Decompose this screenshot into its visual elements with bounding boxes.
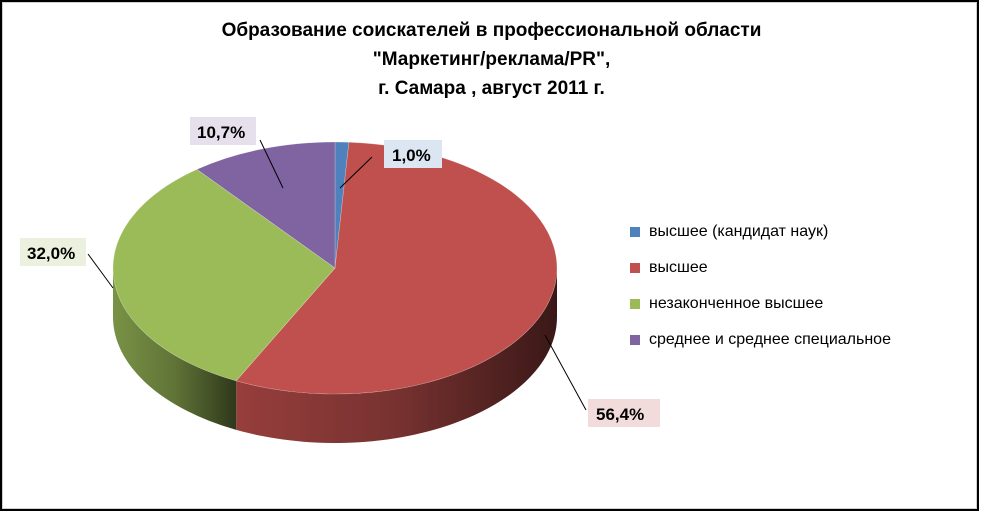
data-label-secondary: 10,7% bbox=[197, 123, 245, 142]
legend-swatch-incomplete-higher bbox=[630, 299, 640, 309]
pie-side-incomplete-higher bbox=[112, 268, 237, 430]
data-label-box-incomplete-higher bbox=[20, 238, 86, 266]
legend-item-higher: высшее bbox=[630, 250, 891, 286]
legend-label-phd: высшее (кандидат наук) bbox=[649, 223, 829, 240]
legend-item-phd: высшее (кандидат наук) bbox=[630, 214, 891, 250]
pie-slice-incomplete-higher bbox=[112, 169, 336, 382]
data-label-higher: 56,4% bbox=[596, 405, 644, 424]
legend-label-incomplete-higher: незаконченное высшее bbox=[649, 295, 824, 312]
pie-slice-higher bbox=[235, 141, 558, 395]
chart-title-line-3: г. Самара , август 2011 г. bbox=[378, 78, 605, 99]
data-label-incomplete-higher: 32,0% bbox=[27, 244, 75, 263]
pie-slice-secondary bbox=[196, 141, 336, 269]
leader-line-phd bbox=[339, 156, 373, 189]
legend-item-secondary: среднее и среднее специальное bbox=[630, 322, 891, 358]
chart-title: Образование соискателей в профессиональн… bbox=[2, 16, 981, 103]
legend-label-secondary: среднее и среднее специальное bbox=[649, 331, 891, 348]
legend-item-incomplete-higher: незаконченное высшее bbox=[630, 286, 891, 322]
pie-top-faces bbox=[112, 141, 558, 395]
legend-label-higher: высшее bbox=[649, 259, 708, 276]
data-label-phd: 1,0% bbox=[392, 146, 431, 165]
legend-swatch-phd bbox=[630, 227, 640, 237]
chart-title-line-1: Образование соискателей в профессиональн… bbox=[221, 20, 762, 41]
leader-line-secondary bbox=[259, 139, 284, 189]
legend: высшее (кандидат наук) высшее незакончен… bbox=[630, 214, 891, 358]
leader-line-incomplete-higher bbox=[87, 253, 114, 289]
leader-line-higher bbox=[544, 334, 587, 411]
pie-side-walls bbox=[112, 268, 558, 444]
pie-side-higher bbox=[236, 268, 558, 444]
legend-swatch-higher bbox=[630, 263, 640, 273]
data-label-box-phd bbox=[384, 140, 442, 168]
data-label-box-secondary bbox=[190, 117, 256, 145]
data-label-box-higher bbox=[588, 399, 660, 427]
legend-swatch-secondary bbox=[630, 335, 640, 345]
chart-title-line-2: "Маркетинг/реклама/PR", bbox=[372, 49, 611, 70]
data-labels: 1,0% 56,4% 32,0% 10,7% bbox=[20, 117, 660, 427]
pie-slice-phd bbox=[334, 141, 350, 269]
